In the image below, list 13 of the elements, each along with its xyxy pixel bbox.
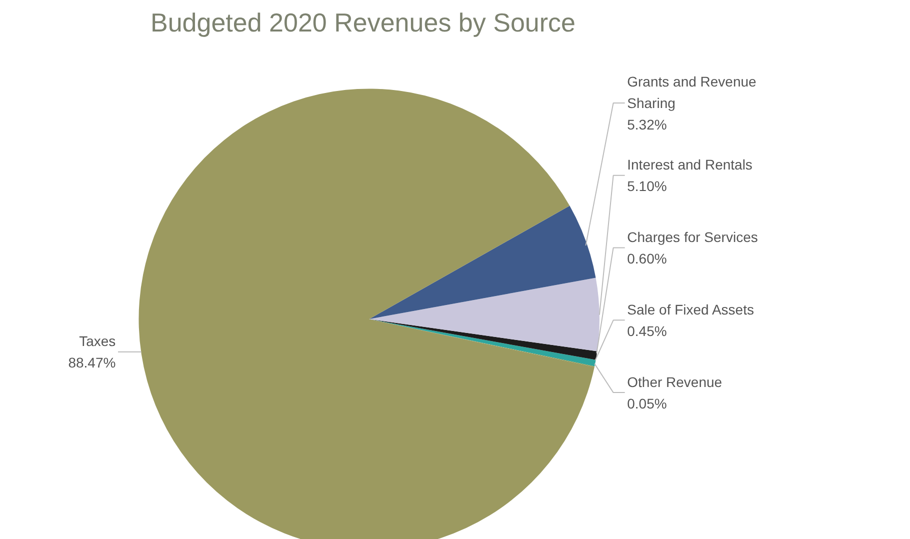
slice-label: Interest and Rentals: [627, 156, 752, 173]
slice-label: Taxes: [79, 333, 116, 350]
slice-label: Grants and Revenue Sharing: [627, 73, 757, 112]
data-label: 5.10%: [627, 178, 667, 194]
data-label: 0.05%: [627, 395, 667, 412]
data-label: 88.47%: [68, 354, 116, 371]
data-label: 0.60%: [627, 250, 667, 267]
slice-label: Sale of Fixed Assets: [627, 301, 754, 318]
data-label: 5.32%: [627, 116, 667, 133]
data-label: 0.45%: [627, 322, 667, 339]
slice-label: Charges for Services: [627, 228, 758, 245]
slice-label: Other Revenue: [627, 374, 722, 390]
chart-title: Budgeted 2020 Revenues by Source: [150, 8, 576, 38]
